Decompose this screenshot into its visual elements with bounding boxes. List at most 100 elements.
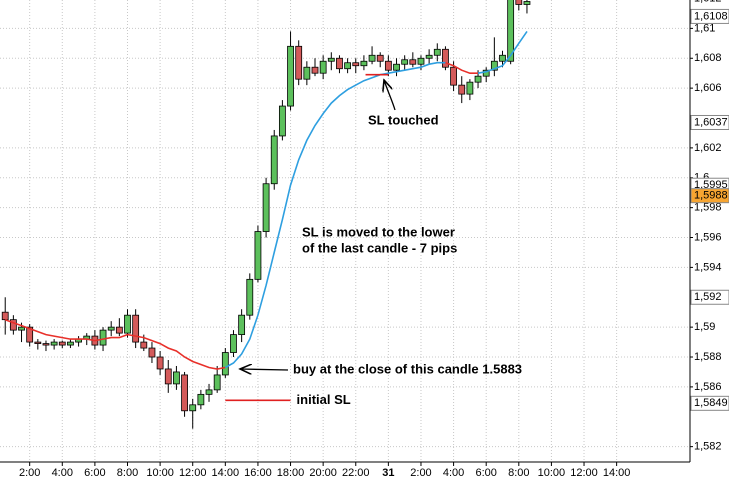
y-tick-label: 1,582 [694,441,722,453]
candle-body [303,66,311,80]
candle-body [319,60,327,74]
candle-body [156,356,164,370]
annotation: buy at the close of this candle 1.5883 [293,361,522,376]
price-label-box [690,289,729,305]
x-tick-label: 22:00 [342,467,370,479]
price-label-box [690,188,729,204]
candle-body [384,60,392,71]
candle-body [352,62,360,67]
candle-body [213,374,221,391]
grid [0,0,690,462]
candle-body [9,319,17,331]
candle-body [393,63,400,71]
candle-body [238,314,246,336]
candle-body [295,45,303,80]
x-tick-label: 12:00 [179,467,207,479]
candle-body [409,59,417,65]
y-tick-label: 1,594 [694,261,722,273]
candle-body [67,341,74,346]
candle-body [26,326,34,343]
price-label: 1,6037 [694,116,728,128]
x-tick-label: 2:00 [410,467,431,479]
candle-body [287,45,294,107]
x-tick-label: 31 [382,467,394,479]
candle-body [499,54,506,62]
candle-body [1,311,9,321]
candle-body [205,389,213,395]
x-tick-label: 10:00 [146,467,174,479]
candle-body [140,341,148,349]
y-tick-label: 1,588 [694,351,722,363]
candle-body [417,57,425,65]
candle-body [115,326,123,334]
candle-body [173,371,180,385]
candle-body [124,314,131,334]
y-tick-label: 1,59 [694,321,715,333]
candle-body [474,75,482,83]
x-tick-label: 4:00 [52,467,73,479]
candle-body [327,57,335,62]
candle-body [148,347,156,358]
candle-body [189,404,197,412]
x-tick-label: 8:00 [117,467,138,479]
y-tick-label: 1,602 [694,142,722,154]
price-label-box [690,8,729,24]
candle-body [197,393,205,406]
x-tick-label: 6:00 [475,467,496,479]
candle-body [466,81,474,95]
arrow [384,80,396,111]
candle-body [278,105,286,137]
arrow [240,369,289,370]
candle-body [336,57,343,70]
x-tick-label: 20:00 [309,467,337,479]
x-tick-label: 12:00 [570,467,598,479]
candle-body [270,135,278,185]
x-tick-label: 18:00 [277,467,305,479]
candle-body [360,60,368,67]
x-tick-label: 6:00 [84,467,105,479]
candle-body [164,368,172,385]
annotation: SL touched [368,112,439,127]
candle-body [107,326,115,331]
x-tick-label: 4:00 [443,467,464,479]
candle-body [34,341,42,344]
candle-body [99,329,107,346]
moving-average [4,61,478,370]
candle-body [230,334,237,353]
x-tick-label: 2:00 [19,467,40,479]
candle-body [246,278,254,316]
candle-body [490,60,498,71]
price-label-box [690,395,729,411]
price-label: 1,6108 [694,10,728,22]
annotation: initial SL [297,392,351,407]
y-tick-label: 1,586 [694,381,722,393]
price-label: 1,5995 [694,179,728,191]
x-tick-label: 16:00 [244,467,272,479]
axes: 1,5821,5861,5881,591,5941,5961,5981,61,6… [19,0,729,479]
candle-body [50,341,58,346]
price-label: 1,5849 [694,397,728,409]
candle-body [450,66,457,86]
price-label: 1,5988 [694,190,728,202]
candle-body [507,0,515,62]
candle-body [181,374,188,412]
x-tick-label: 14:00 [212,467,240,479]
candle-body [458,84,466,95]
candle-body [401,59,409,65]
plot-area [1,0,531,429]
candle-body [433,48,441,56]
y-tick-label: 1,612 [694,0,722,4]
moving-average [224,30,528,369]
y-tick-label: 1,598 [694,202,722,214]
candle-body [311,66,319,74]
x-tick-label: 10:00 [538,467,566,479]
candle-body [482,69,490,77]
y-tick-label: 1,608 [694,52,722,64]
candle-body [425,54,433,59]
candle-body [344,62,352,70]
candle-body [42,343,50,346]
candle-body [376,54,384,62]
candle-body [254,231,262,280]
y-tick-label: 1,596 [694,231,722,243]
